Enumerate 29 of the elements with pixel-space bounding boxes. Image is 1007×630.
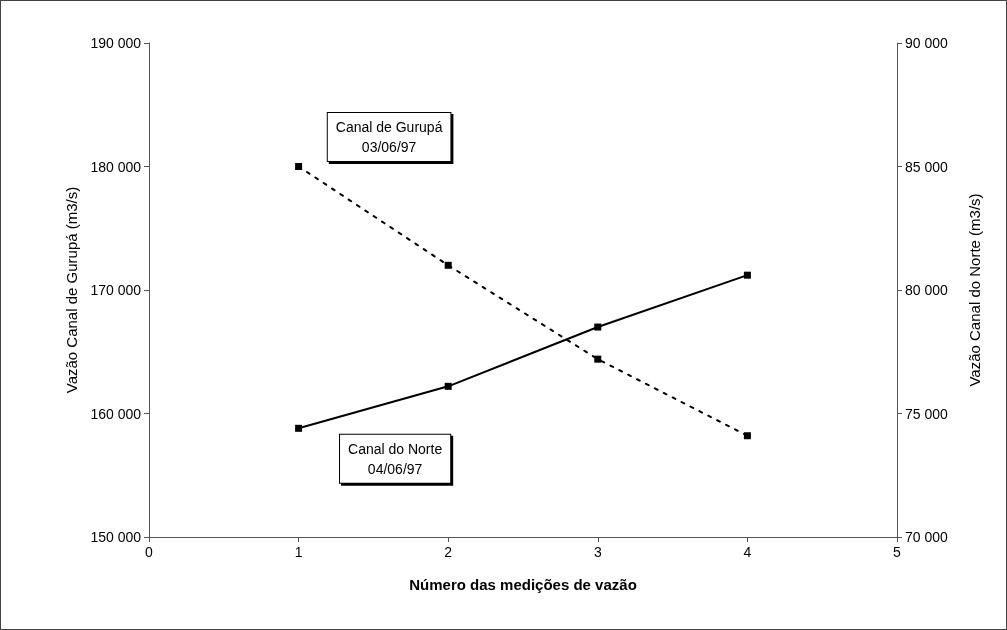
y2-tick-label: 80 000 [905,282,949,298]
point [295,424,303,432]
y-tick-label: 160 000 [90,405,142,422]
y-tick-label: 190 000 [90,35,142,51]
point [295,163,303,170]
point [444,261,452,269]
y2-tick-label: 85 000 [905,158,949,175]
y2-tick-label: 75 000 [905,405,949,422]
y2-tick-label: 70 000 [905,529,949,545]
text: Canal de Gurupá 03/06/97 [335,119,443,155]
point [594,323,602,331]
y2-tick-label: 90 000 [905,35,949,51]
y-tick-label: 180 000 [90,158,142,175]
y-axis-title: Vazão Canal de Gurupá (m3/s) [63,186,80,394]
y-tick-label: 170 000 [90,282,142,298]
point [743,271,751,279]
point [594,355,602,363]
y2-axis-title: Vazão Canal do Norte (m3/s) [966,193,983,387]
point [444,382,452,390]
x-tick-label: 1 [294,544,303,560]
x-axis-title: Número das medições de vazão [409,576,637,593]
x-tick-label: 5 [893,544,902,560]
y-tick-label: 150 000 [90,529,142,545]
x-tick-label: 2 [444,544,453,560]
x-tick-label: 3 [593,544,602,560]
x-tick-label: 4 [743,544,752,560]
x-tick-label: 0 [145,544,154,560]
series-label: Canal do Norte 04/06/97 [348,440,443,477]
point [743,432,751,440]
